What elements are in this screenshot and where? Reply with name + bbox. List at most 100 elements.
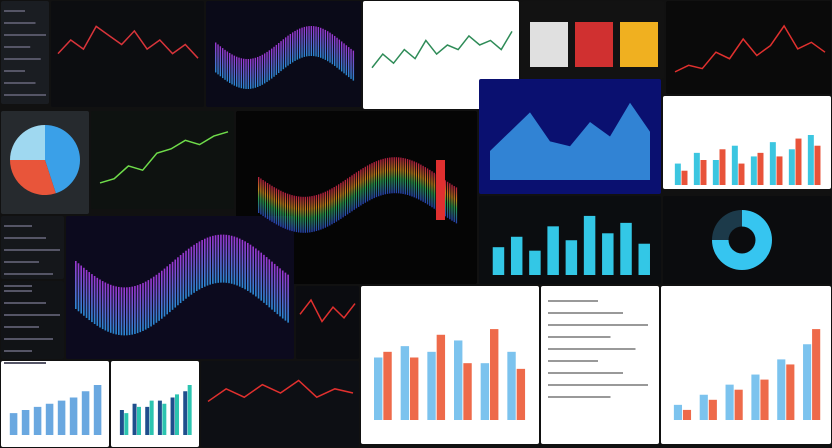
wave — [402, 157, 404, 194]
wave — [271, 261, 273, 310]
wave — [247, 242, 249, 291]
wave — [266, 51, 268, 82]
list-line — [4, 94, 46, 96]
bar — [69, 397, 78, 435]
bar — [750, 156, 757, 185]
wave — [225, 234, 228, 283]
wave — [386, 157, 389, 194]
area — [490, 102, 650, 180]
card — [575, 22, 613, 67]
wave — [238, 238, 241, 287]
wave — [285, 37, 287, 68]
wave — [112, 285, 115, 334]
bar — [788, 149, 795, 185]
bar — [769, 142, 776, 185]
wave — [190, 246, 193, 295]
wave — [329, 189, 331, 226]
wave — [329, 32, 331, 63]
bar — [9, 413, 18, 435]
wave — [131, 286, 134, 335]
wave — [411, 160, 413, 197]
wave — [398, 157, 400, 194]
wave — [334, 35, 336, 66]
wave — [250, 58, 252, 89]
wave — [219, 46, 222, 77]
wave — [400, 157, 402, 194]
wave — [224, 49, 226, 80]
wave — [212, 235, 214, 284]
wave — [233, 236, 236, 285]
wave — [395, 157, 398, 194]
wave — [220, 234, 222, 283]
wave — [338, 184, 340, 221]
bar — [492, 247, 505, 275]
wave — [147, 280, 150, 329]
wave — [318, 194, 320, 231]
bar — [776, 156, 783, 185]
wave — [313, 195, 315, 232]
wave — [362, 168, 364, 205]
wave — [273, 187, 275, 224]
panel — [1, 281, 64, 359]
wave — [284, 192, 286, 229]
wave — [136, 285, 139, 334]
wave — [317, 27, 320, 58]
wave — [142, 282, 144, 331]
wave — [215, 42, 217, 73]
wave — [346, 178, 349, 215]
wave — [249, 244, 252, 293]
wave — [230, 235, 233, 284]
wave — [104, 282, 107, 331]
wave — [284, 272, 287, 321]
wave — [163, 268, 166, 317]
bar — [157, 400, 162, 435]
list-line — [4, 302, 46, 304]
wave — [327, 31, 329, 62]
wave — [324, 29, 327, 60]
wave — [320, 27, 322, 58]
wave — [226, 51, 229, 82]
bar — [795, 138, 802, 185]
wave — [276, 266, 279, 315]
bar — [490, 329, 499, 420]
list-line — [4, 273, 53, 275]
panel — [1, 1, 49, 104]
wave — [269, 184, 271, 221]
list-line — [4, 338, 53, 340]
wave — [228, 235, 230, 284]
wave — [275, 188, 278, 225]
line — [371, 30, 513, 69]
wave — [426, 168, 429, 205]
wave — [331, 34, 334, 65]
wave — [182, 252, 185, 301]
wave — [406, 159, 409, 196]
bar — [427, 351, 436, 420]
wave — [292, 32, 294, 63]
wave — [217, 44, 219, 75]
bar — [410, 357, 419, 420]
bar — [682, 409, 692, 420]
bar — [436, 334, 446, 420]
wave — [80, 265, 82, 314]
wave — [262, 180, 264, 217]
wave — [287, 274, 289, 323]
wave — [371, 163, 373, 200]
bar — [57, 400, 66, 435]
bar — [674, 163, 681, 185]
wave — [266, 182, 269, 219]
highlight-bar — [436, 160, 445, 220]
bar — [719, 149, 726, 185]
list-line — [548, 324, 648, 326]
bar — [400, 346, 410, 420]
list-line — [4, 350, 32, 352]
list-line — [4, 362, 46, 364]
wave — [260, 252, 263, 301]
wave — [120, 287, 123, 336]
wave — [349, 176, 351, 213]
bar — [507, 351, 516, 420]
bar — [516, 368, 526, 420]
bar — [751, 374, 760, 420]
wave — [204, 238, 206, 287]
wave — [198, 241, 201, 290]
list-line — [4, 261, 39, 263]
